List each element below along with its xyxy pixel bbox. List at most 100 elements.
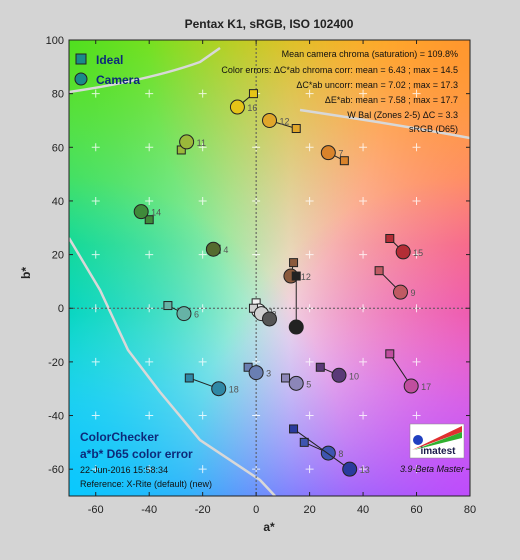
grid-cross — [305, 196, 314, 205]
grid-cross — [91, 411, 100, 420]
grid-cross — [359, 357, 368, 366]
grid-cross — [359, 89, 368, 98]
y-tick-label: 80 — [52, 89, 64, 101]
y-tick-label: -20 — [48, 357, 64, 369]
patch-11-label: 11 — [197, 138, 206, 148]
stats-line-3: ΔC*ab uncorr: mean = 7.02 ; max = 17.3 — [296, 80, 458, 90]
grid-cross — [91, 143, 100, 152]
grid-crosses — [69, 40, 470, 496]
grid-cross — [91, 465, 100, 474]
x-tick-label: 0 — [253, 504, 259, 516]
x-tick-label: 80 — [464, 504, 476, 516]
x-tick-label: -20 — [195, 504, 211, 516]
patch-10-ideal-marker — [315, 362, 325, 372]
patch-14-ideal-marker — [144, 215, 154, 225]
patch-18-label: 18 — [229, 385, 239, 395]
x-axis-label: a* — [263, 520, 275, 534]
grid-cross — [359, 143, 368, 152]
patch-6-label: 6 — [194, 310, 199, 320]
grid-cross — [305, 143, 314, 152]
grid-cross — [198, 250, 207, 259]
extra-patch-1-label: 12 — [301, 272, 311, 282]
grid-cross — [412, 465, 421, 474]
y-tick-label: 100 — [46, 35, 64, 47]
grid-cross — [145, 143, 154, 152]
patch-7-camera-marker — [320, 145, 336, 161]
patch-7-label: 7 — [338, 149, 343, 159]
grid-cross — [412, 357, 421, 366]
grid-cross — [305, 357, 314, 366]
grid-cross — [359, 196, 368, 205]
imatest-logo: imatest — [409, 423, 465, 459]
patch-6-camera-marker — [176, 306, 192, 322]
plot-frame — [68, 39, 471, 497]
patch-10-label: 10 — [349, 371, 359, 381]
stats-line-1: Mean camera chroma (saturation) = 109.8% — [282, 49, 458, 59]
patch-6-ideal-marker — [163, 301, 173, 311]
patch-18-camera-marker — [211, 381, 227, 397]
patch-11-camera-marker — [179, 134, 195, 150]
grid-cross — [412, 89, 421, 98]
patch-5-ideal-marker — [281, 373, 291, 383]
grid-cross — [145, 196, 154, 205]
info-heading-2: a*b* D65 color error — [80, 447, 193, 461]
extra-patch-2-ideal-marker — [291, 271, 301, 281]
patch-10-camera-marker — [331, 367, 347, 383]
legend-ideal-label: Ideal — [96, 53, 123, 67]
patch-16-ideal-marker — [248, 89, 258, 99]
patch-5-camera-marker — [288, 375, 304, 391]
legend-ideal-marker — [75, 53, 87, 65]
grid-cross — [305, 89, 314, 98]
axes: -60 -40 -20 0 20 40 60 80 -60 -40 -20 0 20 40 60 80 100 — [46, 35, 476, 516]
patch-14-label: 14 — [151, 208, 161, 218]
grid-cross — [145, 411, 154, 420]
info-date: 22-Jun-2016 15:58:34 — [80, 465, 168, 475]
patch-13-label: 13 — [360, 465, 370, 475]
grid-cross — [359, 411, 368, 420]
x-tick-label: -40 — [141, 504, 157, 516]
grid-cross — [305, 411, 314, 420]
info-heading-1: ColorChecker — [80, 430, 159, 444]
y-tick-label: 20 — [52, 250, 64, 262]
x-tick-label: -60 — [88, 504, 104, 516]
legend-camera-label: Camera — [96, 73, 140, 87]
grid-cross — [198, 196, 207, 205]
patch-18-ideal-marker — [184, 373, 194, 383]
patch-17-ideal-marker — [385, 349, 395, 359]
patch-7-ideal-marker — [339, 156, 349, 166]
extra-patch-3-camera-marker — [262, 311, 277, 327]
x-tick-label: 40 — [357, 504, 369, 516]
stats-line-4: ΔE*ab: mean = 7.58 ; max = 17.7 — [325, 95, 458, 105]
y-tick-label: 0 — [58, 303, 64, 315]
grid-cross — [305, 465, 314, 474]
y-axis-label: b* — [19, 267, 33, 279]
patch-15-camera-marker — [395, 244, 411, 260]
extra-patch-2-camera-marker — [288, 319, 304, 335]
grid-cross — [145, 250, 154, 259]
data-marks: 12345678910111213141516171812 — [133, 89, 431, 477]
grid-cross — [412, 143, 421, 152]
patch-8-camera-marker — [320, 445, 336, 461]
patch-17-camera-marker — [403, 378, 419, 394]
grid-cross — [145, 465, 154, 474]
srgb-gamut-boundary — [69, 46, 470, 496]
patch-15-label: 15 — [413, 248, 423, 258]
patch-14-camera-marker — [133, 204, 149, 220]
grid-cross — [412, 196, 421, 205]
grid-cross — [91, 89, 100, 98]
grid-cross — [305, 250, 314, 259]
version-label: 3.9-Beta Master — [400, 464, 465, 474]
stats-text: Mean camera chroma (saturation) = 109.8%… — [221, 49, 458, 134]
y-tick-label: -40 — [48, 411, 64, 423]
patch-12-label: 12 — [280, 116, 290, 126]
grid-cross — [412, 411, 421, 420]
patch-4-label: 4 — [223, 245, 228, 255]
stats-line-6: sRGB (D65) — [409, 124, 458, 134]
patch-8-label: 8 — [338, 449, 343, 459]
y-tick-label: 60 — [52, 142, 64, 154]
patch-17-label: 17 — [421, 382, 431, 392]
stats-line-2: Color errors: ΔC*ab chroma corr: mean = … — [221, 65, 458, 75]
y-tick-label: -60 — [48, 464, 64, 476]
info-reference: Reference: X-Rite (default) (new) — [80, 479, 212, 489]
patch-13-camera-marker — [342, 461, 358, 477]
